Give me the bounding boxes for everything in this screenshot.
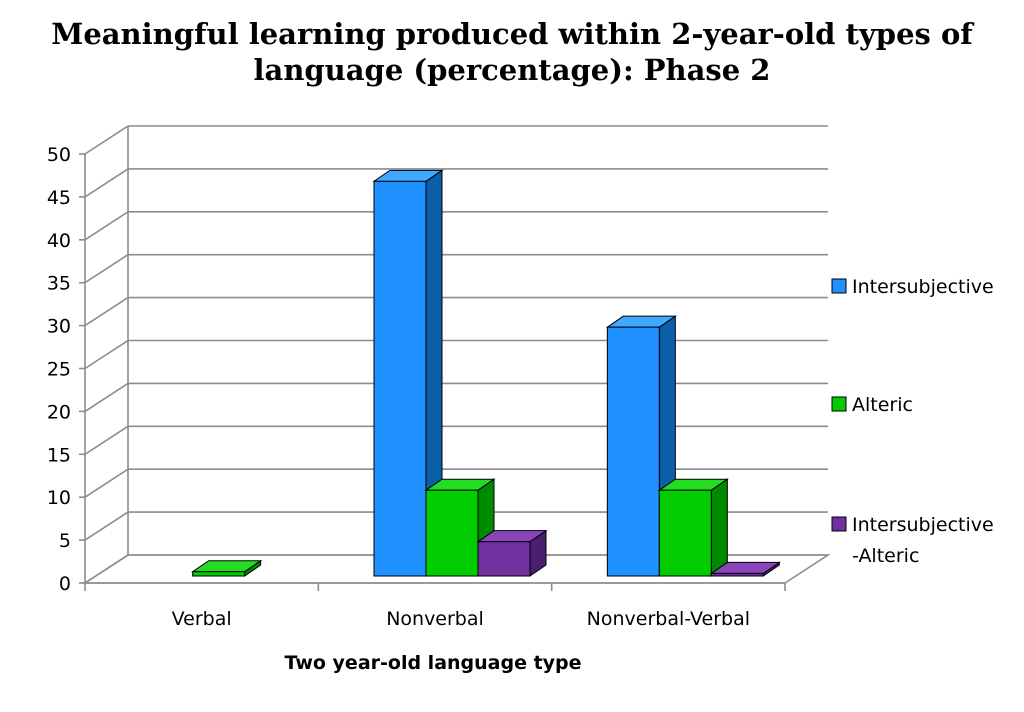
bar-front: [710, 572, 764, 577]
y-tick-label-0: 0: [59, 573, 71, 595]
gridline-depth-5: [84, 511, 129, 541]
bar-front: [477, 541, 531, 577]
y-tick-label-15: 15: [47, 444, 71, 466]
bar-intersubjective-nonverbal: [372, 169, 444, 577]
bar-intersubjective-alteric-nonverbal: [476, 529, 548, 577]
legend-swatch-2: [831, 516, 847, 532]
y-tick-label-50: 50: [47, 144, 71, 166]
y-tick-label-25: 25: [47, 359, 71, 381]
chart-title: Meaningful learning produced within 2-ye…: [0, 16, 1024, 88]
gridline-depth-35: [84, 254, 129, 284]
bar-intersubjective-nonverbal-verbal: [605, 315, 677, 577]
legend-swatch-1: [831, 396, 847, 412]
bar-intersubjective-alteric-nonverbal-verbal: [709, 561, 781, 577]
chart-title-line-1: Meaningful learning produced within 2-ye…: [51, 17, 973, 51]
legend-label-2-0: Intersubjective: [852, 514, 994, 536]
chart-labels: 0 5 10 15 20 25 30 35 40 45 50 Verbal Nonverbal Nonve…: [47, 144, 750, 630]
x-axis-title: Two year-old language type: [284, 652, 581, 674]
gridline-depth-15: [84, 425, 129, 455]
x-tick-label-nonverbal-verbal: Nonverbal-Verbal: [587, 608, 750, 630]
bar-front: [606, 326, 660, 577]
gridline-depth-30: [84, 296, 129, 327]
bar-alteric-nonverbal: [424, 478, 496, 577]
y-tick-label-20: 20: [47, 401, 71, 423]
chart-axes: [79, 126, 786, 591]
chart-bars: [191, 169, 781, 577]
y-tick-label-5: 5: [59, 530, 71, 552]
y-tick-label-10: 10: [47, 487, 71, 509]
bar-front: [425, 489, 479, 577]
gridline-depth-45: [84, 168, 129, 198]
gridline-depth-20: [84, 382, 129, 413]
legend-item-2: Intersubjective -Alteric: [831, 514, 994, 567]
legend-item-1: Alteric: [831, 394, 913, 416]
chart-legend: Intersubjective Alteric Intersubjective -Al…: [831, 276, 994, 567]
x-tick-label-verbal: Verbal: [172, 608, 232, 630]
legend-label-2-1: -Alteric: [852, 545, 919, 567]
legend-label-0-0: Intersubjective: [852, 276, 994, 298]
bar-front: [658, 489, 712, 577]
legend-item-0: Intersubjective: [831, 276, 994, 298]
gridline-depth-10: [84, 468, 129, 498]
y-tick-label-45: 45: [47, 187, 71, 209]
y-tick-label-40: 40: [47, 230, 71, 252]
bar-alteric-nonverbal-verbal: [657, 478, 729, 577]
bar-side: [710, 478, 728, 577]
gridline-depth-25: [84, 339, 129, 370]
x-tick-label-nonverbal: Nonverbal: [386, 608, 484, 630]
legend-label-1-0: Alteric: [852, 394, 913, 416]
chart-title-line-2: language (percentage): Phase 2: [253, 53, 771, 87]
y-tick-label-35: 35: [47, 273, 71, 295]
gridline-depth-40: [84, 211, 129, 241]
bar-alteric-verbal: [191, 559, 263, 577]
gridline-depth-50: [84, 125, 129, 155]
bar-front: [192, 571, 246, 577]
y-tick-label-30: 30: [47, 316, 71, 338]
bar-front: [373, 180, 427, 577]
legend-swatch-0: [831, 278, 847, 294]
